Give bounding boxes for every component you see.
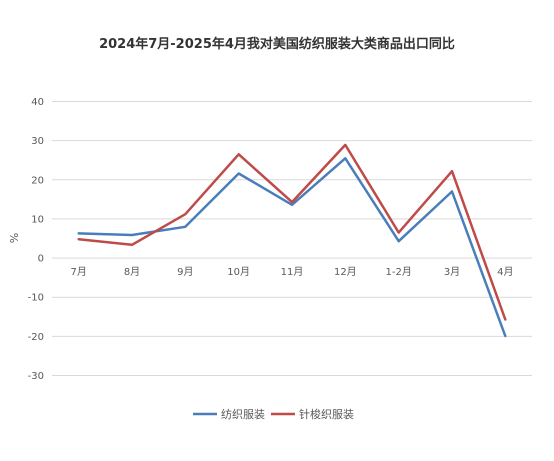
x-tick-label: 7月: [70, 266, 86, 278]
x-tick-label: 12月: [334, 266, 357, 278]
x-tick-label: 4月: [497, 266, 513, 278]
y-tick-label: 40: [31, 97, 44, 108]
legend-label: 纺织服装: [221, 407, 265, 421]
x-tick-label: 1-2月: [385, 266, 411, 278]
gridlines: [52, 101, 532, 376]
x-tick-label: 11月: [281, 266, 304, 278]
chart-title: 2024年7月-2025年4月我对美国纺织服装大类商品出口同比: [99, 36, 455, 52]
y-tick-label: 30: [31, 136, 44, 147]
y-tick-label: -10: [28, 293, 44, 304]
x-tick-label: 3月: [444, 266, 460, 278]
x-axis-ticks: 7月 8月 9月 10月 11月 12月 1-2月 3月 4月: [70, 266, 513, 278]
y-tick-label: -20: [28, 332, 44, 343]
y-axis-label: %: [8, 233, 21, 243]
series-lines: [77, 143, 507, 338]
y-tick-label: 10: [31, 214, 44, 225]
y-tick-label: 0: [38, 254, 44, 265]
y-axis-ticks: 40 30 20 10 0 -10 -20 -30: [28, 97, 44, 382]
y-tick-label: 20: [31, 175, 44, 186]
y-tick-label: -30: [28, 371, 44, 382]
x-tick-label: 9月: [177, 266, 193, 278]
legend: 纺织服装 针梭织服装: [193, 407, 354, 421]
legend-label: 针梭织服装: [299, 407, 354, 421]
series-line: [77, 143, 507, 321]
x-tick-label: 8月: [124, 266, 140, 278]
x-tick-label: 10月: [227, 266, 250, 278]
series-line: [77, 157, 507, 338]
